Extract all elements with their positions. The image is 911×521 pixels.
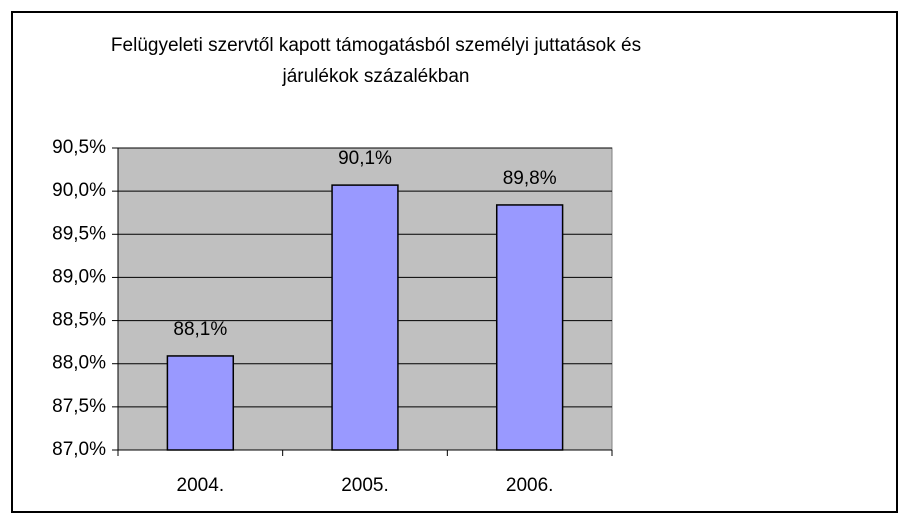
x-tick-label: 2006. (506, 475, 554, 496)
y-tick-label: 87,0% (52, 439, 106, 460)
y-tick-label: 89,0% (52, 266, 106, 287)
y-tick-label: 90,5% (52, 137, 106, 158)
y-tick-label: 89,5% (52, 223, 106, 244)
chart-title: járulékok százalékban (282, 66, 470, 87)
bar (166, 355, 235, 451)
y-tick-label: 90,0% (52, 180, 106, 201)
data-label: 90,1% (338, 148, 392, 169)
chart-title: Felügyeleti szervtől kapott támogatásból… (111, 35, 641, 56)
y-tick-label: 87,5% (52, 396, 106, 417)
data-label: 89,8% (503, 168, 557, 189)
y-tick-label: 88,5% (52, 310, 106, 331)
y-tick-label: 88,0% (52, 353, 106, 374)
x-tick-label: 2005. (341, 475, 389, 496)
data-label: 88,1% (173, 319, 227, 340)
x-tick-label: 2004. (177, 475, 225, 496)
bar (331, 184, 399, 451)
bar (495, 204, 564, 451)
